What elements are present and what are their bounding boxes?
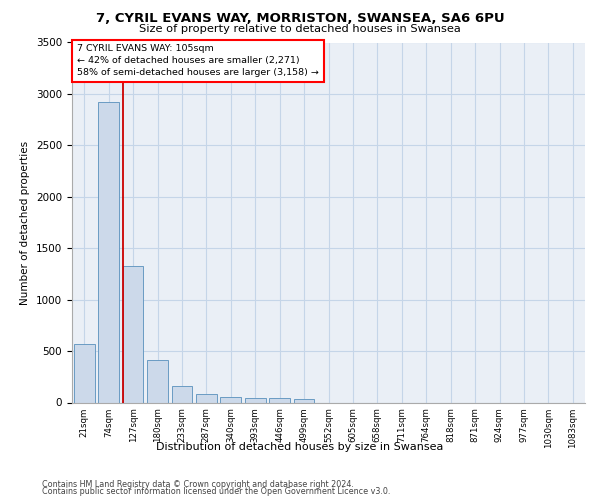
Text: Contains HM Land Registry data © Crown copyright and database right 2024.: Contains HM Land Registry data © Crown c… <box>42 480 354 489</box>
Text: Size of property relative to detached houses in Swansea: Size of property relative to detached ho… <box>139 24 461 34</box>
Bar <box>293 399 314 402</box>
Text: Distribution of detached houses by size in Swansea: Distribution of detached houses by size … <box>157 442 443 452</box>
Text: 7, CYRIL EVANS WAY, MORRISTON, SWANSEA, SA6 6PU: 7, CYRIL EVANS WAY, MORRISTON, SWANSEA, … <box>95 12 505 26</box>
Bar <box>220 397 241 402</box>
Bar <box>74 344 95 403</box>
Bar <box>172 386 193 402</box>
Bar <box>122 266 143 402</box>
Text: 7 CYRIL EVANS WAY: 105sqm
← 42% of detached houses are smaller (2,271)
58% of se: 7 CYRIL EVANS WAY: 105sqm ← 42% of detac… <box>77 44 319 77</box>
Bar <box>269 398 290 402</box>
Bar <box>98 102 119 403</box>
Bar <box>196 394 217 402</box>
Bar <box>245 398 266 402</box>
Y-axis label: Number of detached properties: Number of detached properties <box>20 140 31 304</box>
Bar <box>147 360 168 403</box>
Text: Contains public sector information licensed under the Open Government Licence v3: Contains public sector information licen… <box>42 487 391 496</box>
